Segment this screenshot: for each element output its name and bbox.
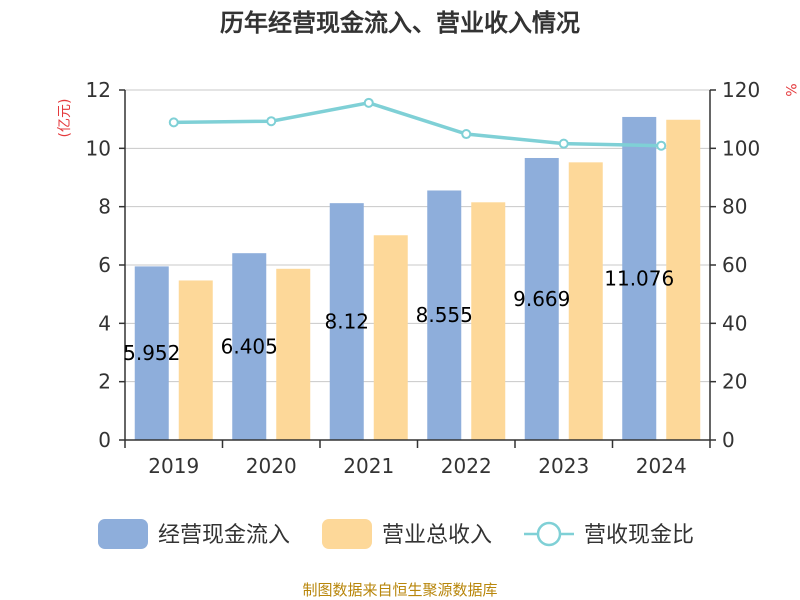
x-tick-label: 2024: [636, 454, 687, 478]
left-tick-label: 2: [98, 370, 111, 394]
right-tick-label: 100: [722, 136, 760, 160]
x-tick-label: 2023: [538, 454, 589, 478]
legend-marker-营收现金比: [536, 521, 562, 547]
right-tick-label: 120: [722, 78, 760, 102]
source-note: 制图数据来自恒生聚源数据库: [302, 581, 497, 599]
right-tick-label: 80: [722, 195, 747, 219]
line-layer: [168, 97, 667, 151]
bar-经营现金流入-2023: [524, 157, 559, 441]
legend-label-营业总收入: 营业总收入: [382, 523, 492, 548]
data-label-2023: 9.669: [513, 287, 570, 311]
left-tick-label: 8: [98, 195, 111, 219]
x-tick-label: 2022: [441, 454, 492, 478]
legend-swatch-营业总收入: [322, 519, 372, 549]
bar-经营现金流入-2022: [427, 190, 462, 440]
left-tick-label: 6: [98, 253, 111, 277]
bar-营业总收入-2023: [568, 162, 603, 441]
left-tick-label: 4: [98, 311, 111, 335]
chart-title: 历年经营现金流入、营业收入情况: [220, 9, 580, 37]
data-label-2024: 11.076: [604, 266, 674, 290]
left-tick-label: 0: [98, 428, 111, 452]
bars-layer: [134, 116, 701, 441]
legend-label-经营现金流入: 经营现金流入: [158, 523, 290, 548]
bar-经营现金流入-2020: [232, 253, 267, 440]
line-营收现金比: [173, 101, 662, 148]
line-point-2022: [461, 129, 472, 140]
data-label-2020: 6.405: [221, 335, 278, 359]
right-tick-label: 60: [722, 253, 747, 277]
legend-swatch-经营现金流入: [98, 519, 148, 549]
line-point-2023: [558, 138, 569, 149]
x-tick-label: 2021: [343, 454, 394, 478]
right-tick-label: 20: [722, 370, 747, 394]
grid-lines: [125, 89, 710, 383]
left-axis-unit: (亿元): [57, 99, 73, 138]
bar-营业总收入-2021: [373, 235, 408, 440]
left-tick-label: 12: [86, 78, 111, 102]
x-tick-label: 2019: [148, 454, 199, 478]
right-tick-label: 40: [722, 311, 747, 335]
bar-经营现金流入-2024: [622, 116, 657, 440]
line-point-2024: [656, 140, 667, 151]
right-axis-unit: %: [782, 83, 798, 96]
right-tick-label: 0: [722, 428, 735, 452]
bar-经营现金流入-2021: [329, 203, 364, 440]
bar-营业总收入-2022: [471, 202, 506, 440]
bar-营业总收入-2020: [276, 268, 311, 440]
data-labels-layer: 5.952 6.405 8.12 8.555 9.669 11.076: [123, 266, 674, 365]
line-point-2019: [168, 117, 179, 128]
legend: 经营现金流入 营业总收入 营收现金比: [98, 519, 694, 549]
data-label-2021: 8.12: [324, 310, 369, 334]
x-tick-label: 2020: [246, 454, 297, 478]
line-point-2020: [266, 116, 277, 127]
legend-label-营收现金比: 营收现金比: [584, 523, 694, 548]
bar-营业总收入-2024: [666, 119, 701, 440]
left-tick-label: 10: [86, 136, 111, 160]
data-label-2019: 5.952: [123, 341, 180, 365]
line-point-2021: [363, 97, 374, 108]
data-label-2022: 8.555: [416, 303, 473, 327]
bar-营业总收入-2019: [178, 280, 213, 440]
bar-经营现金流入-2019: [134, 266, 169, 440]
